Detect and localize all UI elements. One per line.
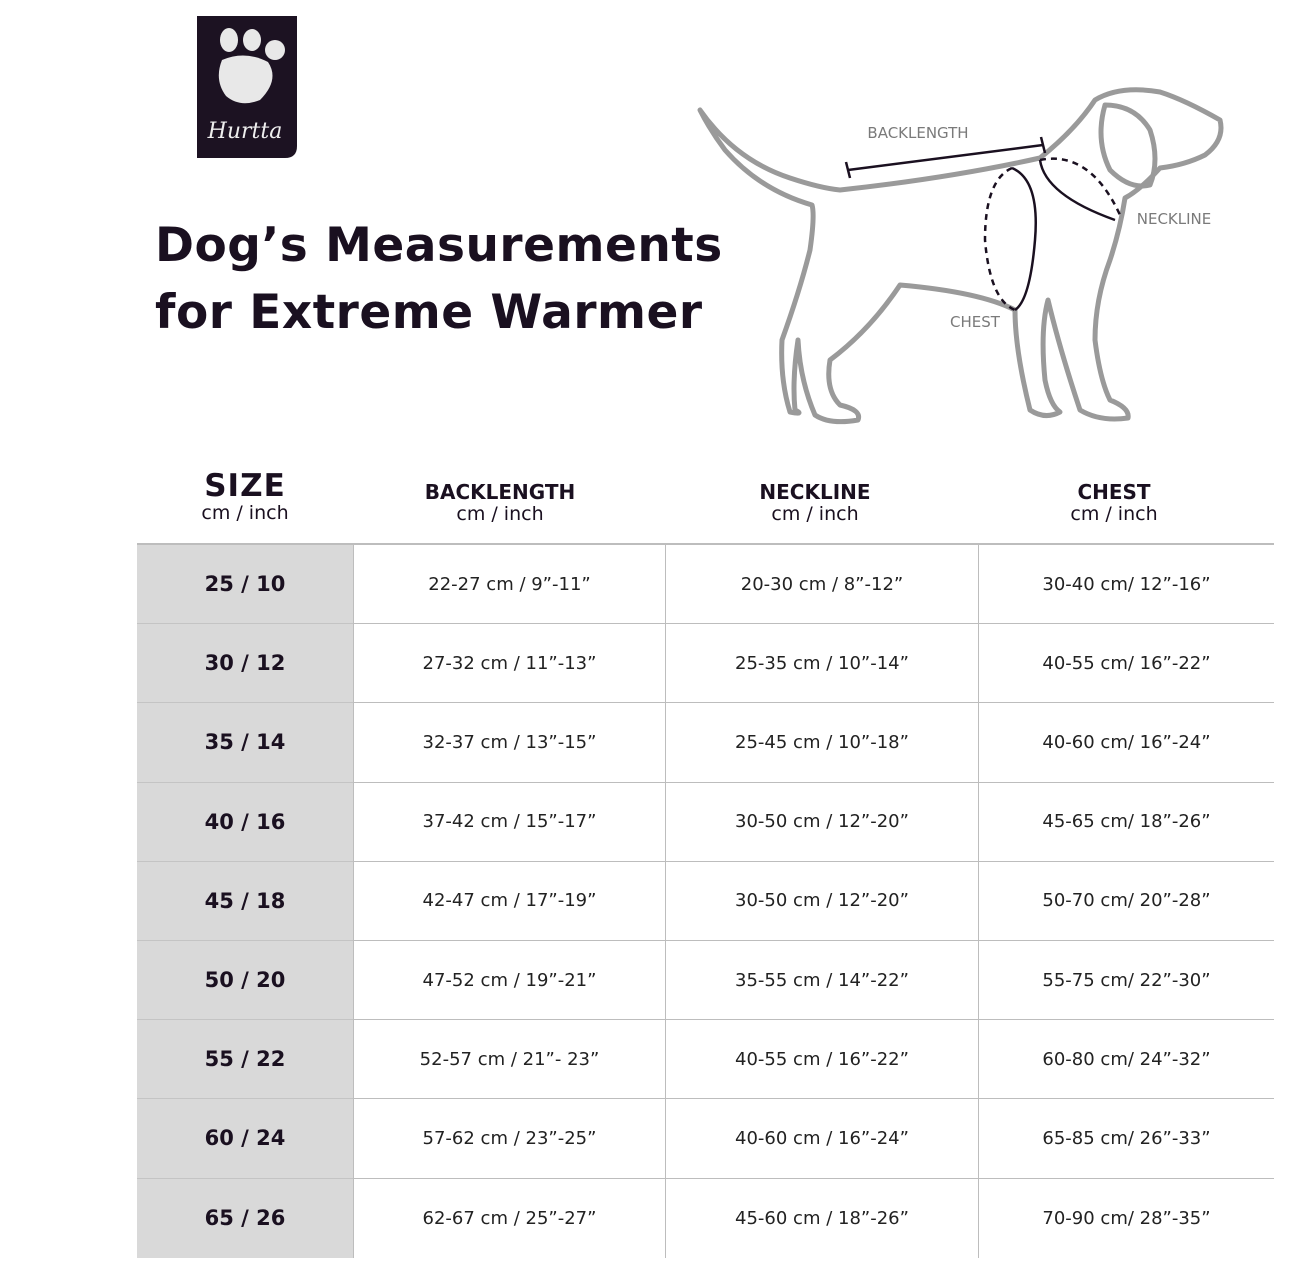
measure-cell: 70-90 cm/ 28”-35” — [978, 1178, 1274, 1258]
measure-cell: 25-35 cm / 10”-14” — [665, 624, 978, 704]
measure-cell: 47-52 cm / 19”-21” — [353, 941, 665, 1021]
measure-cell: 62-67 cm / 25”-27” — [353, 1178, 665, 1258]
measure-cell: 27-32 cm / 11”-13” — [353, 624, 665, 704]
size-cell: 40 / 16 — [137, 782, 353, 862]
measure-cell: 30-40 cm/ 12”-16” — [978, 545, 1274, 625]
measure-cell: 40-55 cm / 16”-22” — [665, 1020, 978, 1100]
header-unit: cm / inch — [771, 503, 859, 525]
header-title: CHEST — [1077, 480, 1151, 504]
paw-toe — [243, 29, 261, 51]
dog-outline — [697, 87, 1224, 425]
title-line: Dog’s Measurements — [155, 218, 723, 273]
measure-cell: 35-55 cm / 14”-22” — [665, 941, 978, 1021]
header-unit: cm / inch — [456, 503, 544, 525]
header-unit: cm / inch — [1070, 503, 1158, 525]
measure-cell: 57-62 cm / 23”-25” — [353, 1099, 665, 1179]
column-header: NECKLINE cm / inch — [685, 481, 945, 525]
measure-cell: 45-60 cm / 18”-26” — [665, 1178, 978, 1258]
size-cell: 25 / 10 — [137, 545, 353, 625]
diagram-label: BACKLENGTH — [867, 124, 968, 142]
diagram-label: NECKLINE — [1137, 210, 1212, 228]
size-cell: 45 / 18 — [137, 861, 353, 941]
measure-cell: 65-85 cm/ 26”-33” — [978, 1099, 1274, 1179]
header-unit: cm / inch — [201, 502, 289, 524]
measure-cell: 30-50 cm / 12”-20” — [665, 861, 978, 941]
measure-cell: 45-65 cm/ 18”-26” — [978, 782, 1274, 862]
measure-cell: 55-75 cm/ 22”-30” — [978, 941, 1274, 1021]
measure-cell: 25-45 cm / 10”-18” — [665, 703, 978, 783]
measure-cell: 40-55 cm/ 16”-22” — [978, 624, 1274, 704]
size-cell: 65 / 26 — [137, 1178, 353, 1258]
paw-pad — [218, 55, 273, 104]
size-cell: 55 / 22 — [137, 1020, 353, 1100]
column-header: BACKLENGTH cm / inch — [370, 481, 630, 525]
measure-cell: 22-27 cm / 9”-11” — [353, 545, 665, 625]
title-line: for Extreme Warmer — [155, 285, 703, 340]
measure-cell: 40-60 cm/ 16”-24” — [978, 703, 1274, 783]
measure-cell: 42-47 cm / 17”-19” — [353, 861, 665, 941]
logo-text: Hurtta — [207, 119, 283, 144]
diagram-label: CHEST — [950, 313, 1001, 331]
header-title: BACKLENGTH — [424, 480, 576, 504]
header-title: SIZE — [204, 468, 286, 504]
measure-cell: 40-60 cm / 16”-24” — [665, 1099, 978, 1179]
measure-marks — [844, 136, 1122, 312]
column-header: SIZE cm / inch — [115, 470, 375, 524]
table-top-border — [137, 543, 1274, 545]
measure-cell: 52-57 cm / 21”- 23” — [353, 1020, 665, 1100]
size-cell: 30 / 12 — [137, 624, 353, 704]
measure-cell: 37-42 cm / 15”-17” — [353, 782, 665, 862]
size-cell: 50 / 20 — [137, 941, 353, 1021]
paw-toe — [265, 40, 285, 60]
header-graphics: Hurtta BACKLENGTH NECKLINE CHEST — [197, 16, 1224, 425]
measure-cell: 32-37 cm / 13”-15” — [353, 703, 665, 783]
column-header: CHEST cm / inch — [984, 481, 1244, 525]
measure-cell: 20-30 cm / 8”-12” — [665, 545, 978, 625]
size-cell: 60 / 24 — [137, 1099, 353, 1179]
measure-cell: 50-70 cm/ 20”-28” — [978, 861, 1274, 941]
measure-cell: 60-80 cm/ 24”-32” — [978, 1020, 1274, 1100]
header-title: NECKLINE — [759, 480, 871, 504]
paw-toe — [220, 28, 238, 52]
measure-cell: 30-50 cm / 12”-20” — [665, 782, 978, 862]
size-cell: 35 / 14 — [137, 703, 353, 783]
